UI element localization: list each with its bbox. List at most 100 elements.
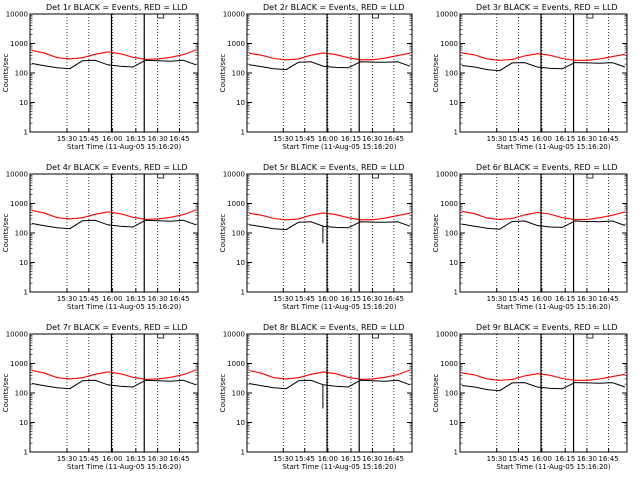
panel-det-5: Det 5r BLACK = Events, RED = LLD 1 10 100 10…	[219, 163, 413, 311]
x-axis-label: Start Time (11-Aug-05 15:16:20)	[496, 303, 610, 311]
panel-det-7: Det 7r BLACK = Events, RED = LLD 1 10 100 10…	[2, 323, 199, 471]
x-tick-label: 16:15	[126, 135, 146, 143]
x-tick-label: 16:00	[318, 455, 338, 463]
x-tick-label: 16:15	[555, 295, 575, 303]
lld-series-line	[248, 212, 411, 221]
y-tick-label: 1	[241, 449, 245, 457]
x-tick-label: 16:45	[384, 295, 404, 303]
x-tick-label: 15:45	[295, 455, 315, 463]
top-marker	[157, 14, 165, 19]
events-series-line	[461, 382, 626, 392]
y-tick-label: 1	[454, 129, 458, 137]
lld-series-line	[31, 369, 197, 380]
x-tick-label: 15:45	[79, 135, 99, 143]
x-tick-label: 15:45	[508, 295, 528, 303]
top-marker	[372, 174, 379, 179]
y-tick-label: 10000	[223, 11, 245, 19]
plot-frame	[29, 13, 199, 133]
x-tick-label: 16:30	[577, 135, 597, 143]
y-tick-label: 10000	[436, 171, 458, 179]
x-axis-label: Start Time (11-Aug-05 15:16:20)	[282, 143, 396, 151]
y-tick-label: 1000	[10, 40, 28, 48]
panel-title: Det 9r BLACK = Events, RED = LLD	[476, 323, 618, 332]
lld-series-line	[461, 52, 626, 61]
y-tick-label: 1	[24, 449, 28, 457]
x-tick-label: 16:45	[599, 295, 619, 303]
y-tick-label: 10000	[223, 171, 245, 179]
x-tick-label: 16:00	[318, 135, 338, 143]
events-series-line	[31, 219, 197, 230]
lld-series-line	[461, 210, 626, 221]
events-series-line	[461, 62, 626, 72]
x-tick-label: 16:30	[577, 455, 597, 463]
events-series-line	[31, 59, 197, 70]
y-axis-label: Counts/sec	[432, 214, 440, 253]
x-tick-label: 16:45	[169, 295, 189, 303]
x-tick-label: 16:00	[102, 295, 122, 303]
panel-det-9: Det 9r BLACK = Events, RED = LLD 1 10 100 10…	[432, 323, 628, 471]
panel-title: Det 1r BLACK = Events, RED = LLD	[46, 3, 188, 12]
y-tick-label: 1	[454, 449, 458, 457]
panel-title: Det 6r BLACK = Events, RED = LLD	[476, 163, 618, 172]
y-tick-label: 100	[15, 230, 28, 238]
y-axis-label: Counts/sec	[2, 54, 10, 93]
events-series-line	[248, 221, 411, 231]
x-tick-label: 15:45	[508, 135, 528, 143]
x-tick-label: 15:45	[295, 135, 315, 143]
panel-det-2: Det 2r BLACK = Events, RED = LLD 1 10 100 10…	[219, 3, 413, 151]
lld-series-line	[461, 372, 626, 381]
y-tick-label: 1	[454, 289, 458, 297]
x-axis-label: Start Time (11-Aug-05 15:16:20)	[496, 143, 610, 151]
y-tick-label: 1	[241, 129, 245, 137]
x-tick-label: 15:30	[487, 295, 507, 303]
y-tick-label: 1000	[227, 40, 245, 48]
x-tick-label: 16:00	[532, 135, 552, 143]
top-marker	[586, 174, 594, 179]
plot-frame	[459, 13, 628, 133]
x-axis-label: Start Time (11-Aug-05 15:16:20)	[67, 463, 181, 471]
panel-det-1: Det 1r BLACK = Events, RED = LLD 1 10 100 10…	[2, 3, 199, 151]
y-axis-label: Counts/sec	[432, 54, 440, 93]
x-tick-label: 15:30	[57, 455, 77, 463]
x-tick-label: 16:15	[555, 135, 575, 143]
panel-title: Det 7r BLACK = Events, RED = LLD	[46, 323, 188, 332]
x-tick-label: 15:30	[273, 135, 293, 143]
y-tick-label: 1000	[227, 360, 245, 368]
y-tick-label: 100	[232, 70, 245, 78]
y-tick-label: 1000	[440, 40, 458, 48]
x-tick-label: 15:30	[273, 455, 293, 463]
lld-series-line	[248, 52, 411, 61]
y-tick-label: 1	[24, 289, 28, 297]
y-tick-label: 10	[449, 419, 458, 427]
y-tick-label: 10000	[223, 331, 245, 339]
x-tick-label: 16:30	[148, 295, 168, 303]
top-marker	[372, 14, 379, 19]
y-axis-label: Counts/sec	[219, 374, 227, 413]
plot-frame	[29, 333, 199, 453]
panel-title: Det 8r BLACK = Events, RED = LLD	[263, 323, 405, 332]
x-axis-label: Start Time (11-Aug-05 15:16:20)	[496, 463, 610, 471]
y-tick-label: 1	[241, 289, 245, 297]
x-tick-label: 16:45	[599, 135, 619, 143]
lld-series-line	[248, 369, 411, 380]
x-tick-label: 16:00	[532, 455, 552, 463]
x-tick-label: 16:30	[362, 455, 382, 463]
y-tick-label: 100	[15, 390, 28, 398]
lld-series-line	[31, 209, 197, 220]
x-tick-label: 15:45	[295, 295, 315, 303]
y-tick-label: 100	[232, 230, 245, 238]
x-tick-label: 16:45	[384, 455, 404, 463]
top-marker	[157, 334, 165, 339]
x-axis-label: Start Time (11-Aug-05 15:16:20)	[282, 303, 396, 311]
y-axis-label: Counts/sec	[432, 374, 440, 413]
y-tick-label: 1	[24, 129, 28, 137]
y-tick-label: 10000	[6, 11, 28, 19]
x-tick-label: 16:15	[555, 455, 575, 463]
y-tick-label: 10	[19, 99, 28, 107]
events-series-line	[31, 379, 197, 390]
y-axis-label: Counts/sec	[219, 54, 227, 93]
panel-title: Det 5r BLACK = Events, RED = LLD	[263, 163, 405, 172]
x-tick-label: 16:15	[126, 295, 146, 303]
x-tick-label: 16:30	[148, 135, 168, 143]
